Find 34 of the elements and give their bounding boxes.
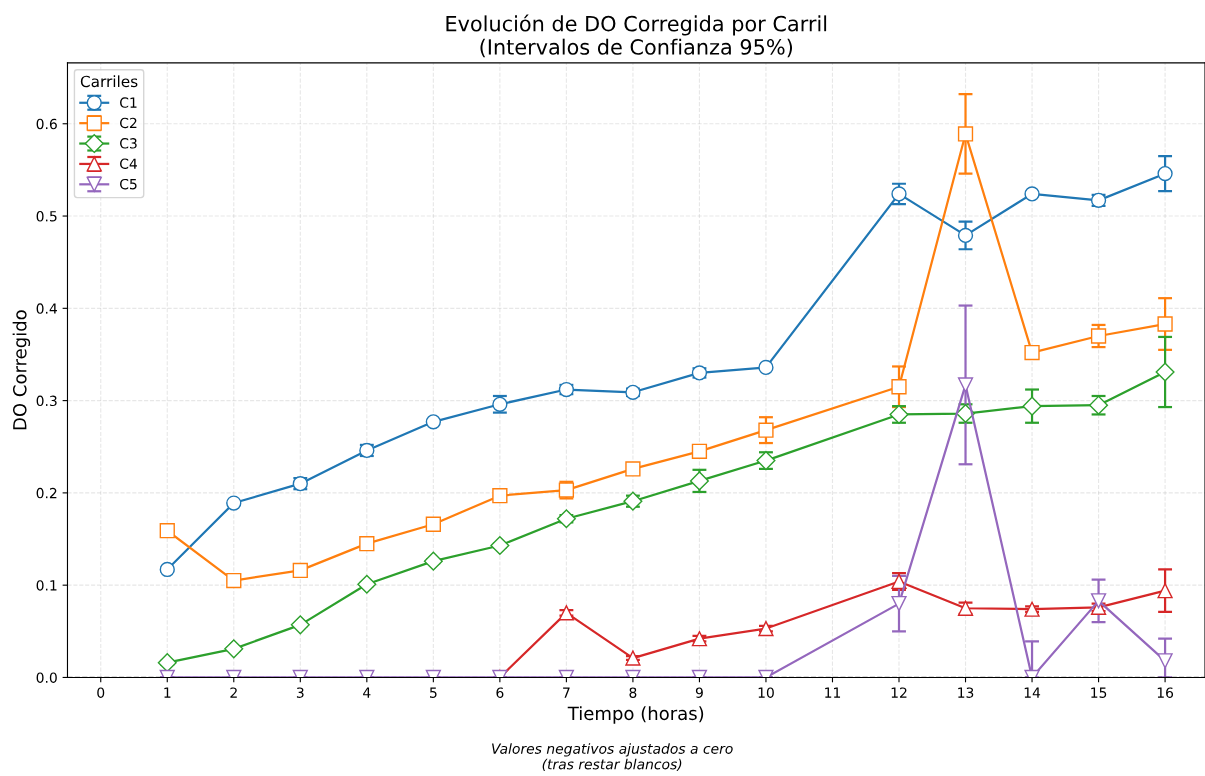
text: Valores negativos ajustados a cero (tras restar blancos) [492, 743, 733, 772]
x-axis-title: Tiempo (horas) [567, 706, 704, 724]
x-tick-label: 10 [758, 687, 774, 698]
y-tick-label: 0.6 [36, 118, 57, 130]
x-tick-label: 0 [97, 687, 105, 698]
legend-label: C3 [120, 138, 137, 149]
x-tick-label: 4 [363, 687, 371, 698]
x-tick-label: 12 [891, 687, 907, 698]
x-tick-label: 13 [958, 687, 974, 698]
chart-title: Evolución de DO Corregida por Carril (Intervalos de Confianza 95%) [446, 14, 827, 58]
legend-label: C4 [120, 158, 137, 169]
x-tick-label: 6 [496, 687, 504, 698]
y-tick-label: 0.1 [36, 580, 57, 591]
x-tick-label: 9 [695, 687, 703, 698]
y-tick-label: 0.5 [36, 211, 57, 222]
legend-label: C1 [120, 97, 137, 108]
x-tick-label: 2 [230, 687, 237, 698]
legend-label: C2 [120, 117, 137, 129]
x-tick-label: 3 [296, 687, 304, 698]
y-tick-label: 0.4 [36, 303, 57, 314]
x-tick-label: 16 [1157, 687, 1174, 698]
x-tick-label: 15 [1091, 687, 1107, 698]
legend-label: C5 [120, 178, 137, 190]
x-tick-label: 11 [825, 687, 841, 698]
x-tick-label: 14 [1024, 687, 1041, 698]
y-tick-label: 0.2 [36, 487, 57, 499]
x-tick-label: 8 [629, 687, 637, 698]
legend-title: Carriles [80, 75, 138, 88]
x-tick-label: 1 [164, 687, 171, 698]
y-tick-label: 0.0 [36, 672, 57, 683]
x-tick-label: 7 [563, 687, 570, 698]
x-tick-label: 5 [430, 687, 437, 698]
y-tick-label: 0.3 [36, 395, 57, 407]
y-axis-title: DO Corregido [12, 310, 31, 430]
